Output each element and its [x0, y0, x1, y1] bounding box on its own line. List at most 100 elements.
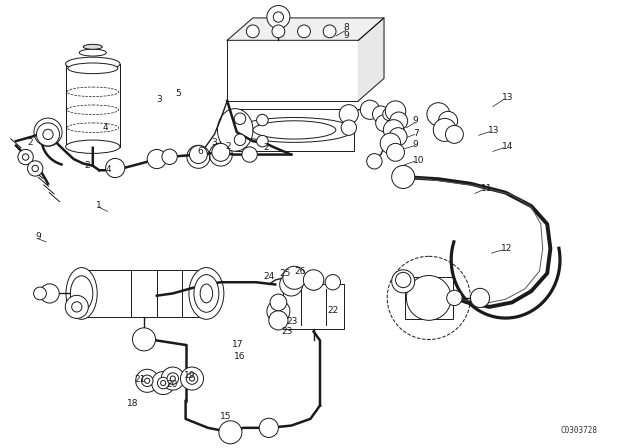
Text: C0303728: C0303728	[561, 426, 598, 435]
Text: 9: 9	[413, 116, 419, 125]
Circle shape	[383, 108, 396, 121]
Circle shape	[145, 378, 150, 383]
Bar	[405, 276, 453, 319]
Circle shape	[34, 287, 46, 300]
Text: 21: 21	[134, 375, 146, 384]
Circle shape	[180, 367, 204, 390]
Bar	[283, 284, 344, 329]
Ellipse shape	[194, 275, 219, 312]
Text: 9: 9	[343, 31, 349, 40]
Circle shape	[189, 376, 195, 381]
Circle shape	[269, 311, 288, 330]
Text: 20: 20	[166, 380, 178, 389]
Circle shape	[72, 302, 82, 312]
Circle shape	[40, 284, 60, 303]
Ellipse shape	[200, 284, 212, 303]
Text: 6: 6	[197, 147, 203, 156]
Circle shape	[32, 165, 38, 172]
Circle shape	[406, 276, 451, 320]
Text: 13: 13	[488, 126, 500, 135]
Text: 23: 23	[282, 327, 293, 336]
Text: 3: 3	[156, 95, 162, 104]
Text: 9: 9	[413, 140, 419, 149]
Text: 2: 2	[27, 138, 33, 147]
Text: 2: 2	[225, 142, 231, 151]
Circle shape	[141, 375, 153, 387]
Circle shape	[43, 129, 53, 139]
Circle shape	[447, 290, 462, 306]
Ellipse shape	[236, 117, 354, 142]
Circle shape	[132, 328, 156, 351]
Circle shape	[257, 135, 268, 147]
Circle shape	[280, 273, 303, 296]
Circle shape	[36, 123, 60, 146]
Circle shape	[376, 115, 392, 132]
Ellipse shape	[70, 276, 93, 311]
Circle shape	[189, 146, 207, 164]
Ellipse shape	[66, 267, 97, 319]
Circle shape	[272, 25, 285, 38]
Circle shape	[147, 150, 166, 168]
Circle shape	[161, 367, 184, 390]
Circle shape	[390, 112, 408, 130]
Text: 3: 3	[211, 138, 217, 147]
Text: 7: 7	[413, 129, 419, 138]
Bar	[65, 64, 120, 146]
Text: 11: 11	[481, 184, 493, 193]
Circle shape	[273, 12, 284, 22]
Circle shape	[433, 118, 456, 142]
Circle shape	[219, 421, 242, 444]
Text: 13: 13	[502, 93, 514, 102]
Bar	[236, 108, 354, 151]
Circle shape	[152, 371, 175, 395]
Circle shape	[167, 373, 179, 384]
Circle shape	[438, 112, 458, 130]
Circle shape	[246, 25, 259, 38]
Circle shape	[106, 159, 125, 177]
Circle shape	[186, 373, 198, 384]
Circle shape	[325, 275, 340, 290]
Text: 1: 1	[96, 201, 102, 210]
Circle shape	[360, 100, 380, 119]
Circle shape	[136, 369, 159, 392]
Circle shape	[162, 149, 177, 164]
Text: 26: 26	[294, 267, 306, 276]
Ellipse shape	[65, 140, 120, 153]
Text: 24: 24	[264, 272, 275, 281]
Text: 10: 10	[413, 156, 424, 165]
Text: 9: 9	[35, 232, 41, 241]
Circle shape	[372, 106, 389, 123]
Ellipse shape	[79, 49, 106, 56]
Circle shape	[22, 154, 29, 160]
Text: 12: 12	[500, 244, 512, 253]
Circle shape	[270, 294, 287, 311]
Circle shape	[257, 114, 268, 126]
Circle shape	[242, 147, 257, 162]
Ellipse shape	[65, 57, 120, 70]
Ellipse shape	[68, 63, 118, 73]
Text: 19: 19	[184, 371, 195, 380]
Circle shape	[380, 133, 401, 154]
Circle shape	[387, 143, 404, 161]
Text: 15: 15	[220, 412, 232, 421]
Circle shape	[170, 376, 175, 381]
Circle shape	[212, 143, 230, 161]
Circle shape	[396, 272, 411, 288]
Circle shape	[389, 128, 407, 146]
Ellipse shape	[189, 267, 224, 319]
Circle shape	[287, 275, 302, 290]
Circle shape	[234, 113, 246, 125]
Circle shape	[65, 295, 88, 319]
Circle shape	[323, 25, 336, 38]
Circle shape	[341, 120, 356, 135]
Text: 18: 18	[127, 399, 138, 408]
Circle shape	[367, 154, 382, 169]
Circle shape	[445, 125, 463, 143]
Text: 4: 4	[106, 165, 111, 174]
Circle shape	[392, 165, 415, 189]
Circle shape	[470, 289, 490, 307]
Circle shape	[234, 134, 246, 146]
Circle shape	[28, 161, 43, 176]
Ellipse shape	[83, 44, 102, 49]
Text: 23: 23	[286, 317, 298, 326]
